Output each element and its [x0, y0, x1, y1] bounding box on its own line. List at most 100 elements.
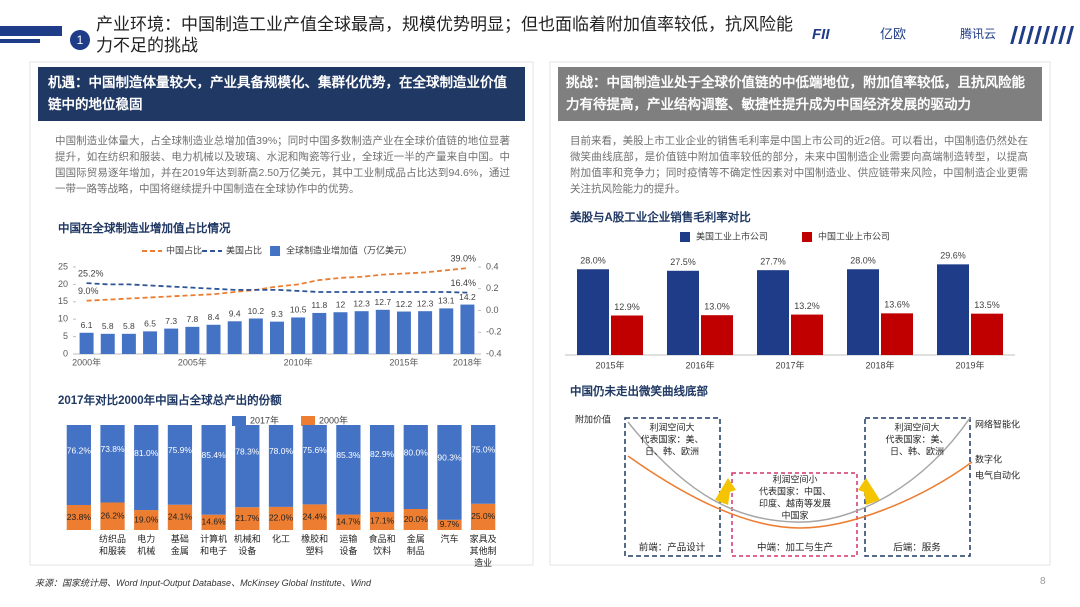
data-label: 16.4% [450, 278, 476, 288]
bar-segment [268, 506, 294, 530]
data-label: 9.0% [78, 286, 99, 296]
bar [460, 304, 475, 354]
paragraph: 目前来看，美股上市工业企业的销售毛利率是中国上市公司的近2倍。可以看出，中国制造… [570, 135, 1028, 195]
stage-label: 前端：产品设计 [639, 542, 706, 554]
bar [164, 328, 179, 354]
bar-segment [369, 512, 395, 530]
bar-segment [201, 425, 226, 515]
stage-label: 后端：服务 [893, 542, 941, 554]
data-label: 22.0% [269, 513, 294, 523]
bar [881, 313, 913, 355]
bar-segment [100, 425, 125, 503]
bar [333, 312, 348, 354]
x-tick-label: 2018年 [865, 359, 894, 370]
bar [577, 269, 609, 355]
data-label: 80.0% [404, 447, 429, 457]
panel [549, 61, 1051, 566]
data-label: 13.6% [884, 300, 910, 310]
data-label: 6.1 [81, 320, 93, 330]
data-label: 9.3 [271, 309, 283, 319]
bar [611, 315, 643, 355]
data-label: 7.3 [165, 316, 177, 326]
x-tick-label: 运输设备 [339, 533, 357, 556]
data-label: 12 [336, 299, 346, 309]
x-tick-label: 化工 [272, 533, 290, 544]
x-tick-label: 2015年 [595, 359, 624, 370]
legend-label: 中国工业上市公司 [818, 230, 890, 241]
data-label: 28.0% [850, 256, 876, 266]
chart-title: 2017年对比2000年中国占全球总产出的份额 [58, 393, 282, 407]
arrow [715, 478, 736, 505]
box-text: 利润空间大 [649, 421, 694, 432]
chart-title: 中国在全球制造业增加值占比情况 [58, 221, 231, 235]
bar [100, 333, 115, 354]
data-label: 73.8% [100, 444, 125, 454]
data-label: 24.1% [168, 512, 193, 522]
bar-segment [201, 514, 226, 530]
bar [847, 269, 879, 355]
data-label: 11.8 [311, 300, 327, 310]
y-tick-label: 20 [58, 279, 68, 289]
box-text: 日、韩、欧洲 [645, 445, 699, 456]
header-title: 产业环境：中国制造工业产值全球最高，规模优势明显；但也面临着附加值率较低，抗风险… [96, 15, 793, 55]
data-label: 75.6% [303, 445, 328, 455]
panel [29, 61, 534, 566]
x-tick-label: 2010年 [284, 356, 313, 367]
data-label: 12.3 [353, 298, 370, 308]
bar-segment [403, 509, 428, 530]
diagram-title: 中国仍未走出微笑曲线底部 [570, 384, 708, 398]
header-number: 1 [77, 33, 84, 47]
box-text: 代表国家：美、 [885, 433, 948, 444]
bar [312, 312, 327, 354]
bar-segment [268, 425, 294, 507]
bar [185, 326, 200, 354]
y-tick-label: 0 [63, 348, 68, 358]
data-label: 13.1 [438, 296, 455, 306]
data-label: 20.0% [404, 514, 429, 524]
curve-label: 网络智能化 [975, 418, 1020, 429]
data-label: 27.7% [760, 257, 786, 267]
y-tick-label: 25 [58, 261, 68, 271]
heading: 机遇：中国制造体量较大，产业具备规模化、集群化优势，在全球制造业价值链中的地位稳… [48, 75, 507, 112]
logo: FII [812, 26, 830, 43]
bar-segment [302, 425, 327, 505]
data-label: 29.6% [940, 251, 966, 261]
y2-tick-label: 0.2 [486, 283, 499, 293]
bar [701, 315, 733, 355]
data-label: 85.4% [202, 450, 227, 460]
heading: 挑战：中国制造业处于全球价值链的中低端地位，附加值率较低，且抗风险能力有待提高，… [566, 75, 1025, 112]
smile-curve [627, 455, 973, 529]
bar [375, 309, 390, 354]
y-tick-label: 10 [58, 314, 68, 324]
data-label: 25.2% [78, 268, 104, 278]
data-label: 26.2% [100, 510, 125, 520]
heading-box [558, 67, 1042, 121]
legend-swatch [680, 232, 690, 242]
bar-segment [66, 425, 91, 506]
data-label: 75.0% [471, 445, 496, 455]
chart-title: 美股与A股工业企业销售毛利率对比 [570, 210, 751, 224]
bar [270, 321, 284, 354]
data-label: 21.7% [235, 513, 260, 523]
number-badge [70, 30, 90, 50]
bar-segment [471, 503, 496, 530]
data-label: 39.0% [450, 253, 476, 263]
heading-box [38, 67, 525, 121]
bar [121, 333, 136, 354]
data-label: 23.8% [67, 512, 92, 522]
data-label: 7.8 [186, 314, 198, 324]
box-text: 中国家 [781, 509, 808, 520]
data-label: 81.0% [134, 448, 159, 458]
legend-label: 美国占比 [226, 244, 262, 255]
curve-label: 电气自动化 [975, 469, 1020, 480]
header-bar [0, 39, 40, 43]
x-tick-label: 机械和设备 [234, 533, 261, 556]
bar [791, 314, 823, 355]
bar-segment [66, 505, 91, 530]
curve-label: 数字化 [975, 453, 1002, 464]
y-tick-label: 5 [63, 331, 68, 341]
bar [354, 311, 369, 354]
bar-segment [336, 425, 361, 515]
